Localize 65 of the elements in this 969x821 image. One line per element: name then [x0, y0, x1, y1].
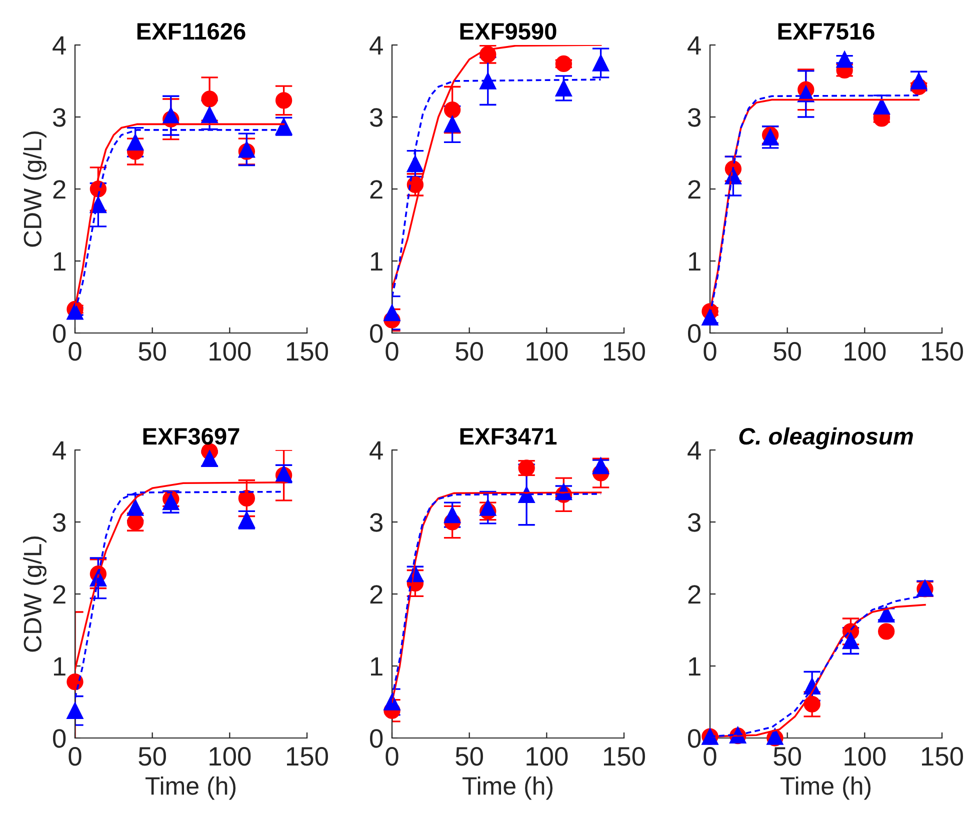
x-tick-label: 100	[844, 747, 886, 766]
x-tick-label: 0	[704, 342, 716, 361]
x-tick-label: 150	[287, 342, 328, 361]
y-tick-label: 1	[54, 657, 66, 676]
y-axis-title: CDW (g/L)	[23, 536, 46, 652]
y-tick-label: 1	[371, 252, 382, 271]
x-tick-label: 100	[526, 342, 568, 361]
y-tick-label: 2	[688, 180, 700, 199]
chart-title: C. oleaginosum	[739, 427, 913, 450]
y-tick-label: 0	[370, 729, 383, 748]
x-tick-label: 50	[138, 342, 166, 361]
y-tick-label: 2	[53, 585, 66, 604]
x-tick-label: 0	[68, 747, 82, 766]
y-tick-label: 1	[689, 657, 700, 676]
x-tick-label: 50	[774, 342, 801, 361]
x-tick-label: 100	[844, 342, 886, 361]
chart-title: EXF7516	[778, 22, 874, 40]
x-tick-label: 0	[386, 747, 398, 766]
y-tick-label: 1	[54, 252, 66, 271]
chart-title: EXF3471	[460, 428, 557, 445]
y-tick-label: 4	[688, 36, 701, 55]
x-tick-label: 150	[604, 342, 645, 361]
x-tick-label: 100	[210, 342, 251, 361]
x-axis-title: Time (h)	[462, 776, 553, 800]
x-tick-label: 50	[138, 747, 166, 766]
x-tick-label: 50	[456, 747, 483, 766]
y-tick-label: 0	[53, 324, 66, 343]
y-tick-label: 0	[370, 324, 383, 343]
y-tick-label: 4	[688, 441, 701, 460]
y-tick-label: 3	[688, 513, 701, 532]
y-tick-label: 0	[688, 324, 701, 343]
chart-title: EXF9590	[460, 22, 556, 40]
x-tick-label: 100	[526, 747, 568, 766]
y-tick-label: 4	[52, 441, 66, 460]
x-tick-label: 150	[922, 342, 963, 361]
x-axis-title: Time (h)	[780, 776, 871, 800]
chart-title: EXF3697	[143, 428, 240, 445]
y-tick-label: 2	[688, 585, 700, 604]
x-tick-label: 150	[922, 747, 963, 766]
y-tick-label: 1	[371, 657, 382, 676]
y-tick-label: 2	[53, 180, 66, 199]
x-tick-label: 150	[604, 747, 645, 766]
y-tick-label: 3	[370, 513, 383, 532]
x-tick-label: 50	[456, 342, 483, 361]
x-tick-label: 100	[210, 747, 251, 766]
y-tick-label: 3	[53, 108, 66, 127]
x-axis-title: Time (h)	[146, 776, 236, 800]
y-tick-label: 2	[370, 180, 382, 199]
x-tick-label: 0	[704, 747, 716, 766]
chart-title: EXF11626	[137, 22, 246, 40]
x-tick-label: 0	[386, 342, 398, 361]
y-tick-label: 0	[53, 729, 66, 748]
y-tick-label: 3	[688, 108, 701, 127]
y-axis-title: CDW (g/L)	[23, 132, 46, 247]
y-tick-label: 4	[370, 36, 383, 55]
y-tick-label: 3	[53, 513, 66, 532]
y-tick-label: 0	[688, 729, 701, 748]
y-tick-label: 4	[370, 441, 383, 460]
x-tick-label: 150	[287, 747, 328, 766]
x-tick-label: 0	[68, 342, 82, 361]
y-tick-label: 2	[370, 585, 382, 604]
x-tick-label: 50	[774, 747, 801, 766]
y-tick-label: 4	[52, 36, 66, 55]
y-tick-label: 1	[689, 252, 700, 271]
y-tick-label: 3	[370, 108, 383, 127]
